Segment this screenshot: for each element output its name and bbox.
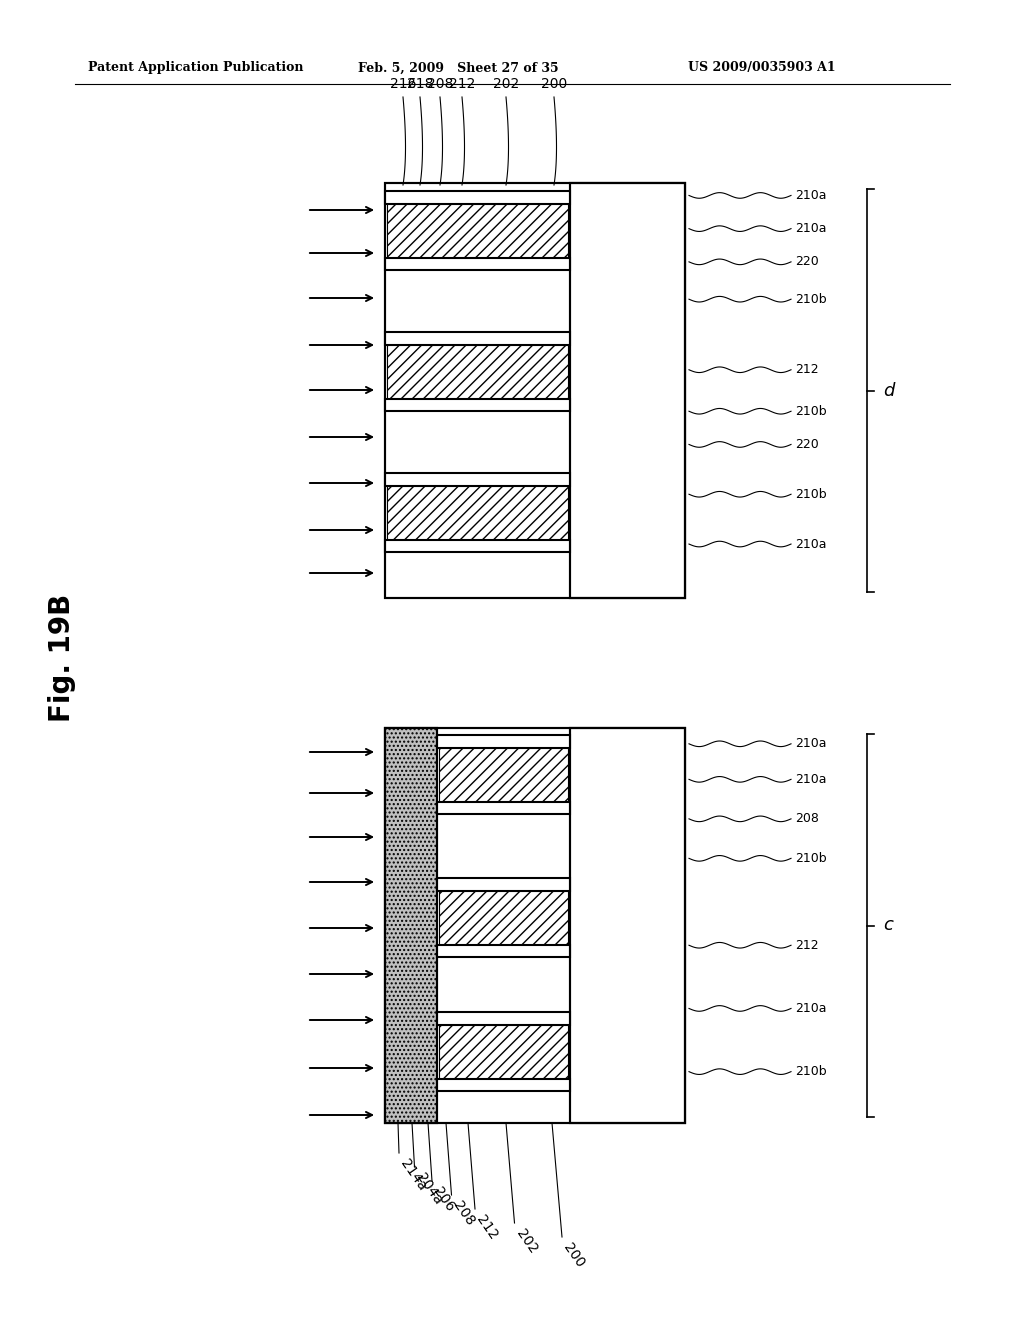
Bar [385,333,570,345]
Bar [385,473,570,486]
Text: Patent Application Publication: Patent Application Publication [88,62,303,74]
Text: 210b: 210b [795,488,826,500]
Bar [437,1012,570,1026]
Bar [385,729,437,1123]
Text: 202: 202 [513,1228,540,1257]
Text: 214a: 214a [398,1158,429,1193]
Text: 210b: 210b [795,851,826,865]
Text: US 2009/0035903 A1: US 2009/0035903 A1 [688,62,836,74]
Text: 200: 200 [541,77,567,91]
Bar [387,205,568,257]
Text: 208: 208 [795,812,819,825]
Text: 208: 208 [427,77,454,91]
Bar [385,191,570,205]
Text: 210a: 210a [795,537,826,550]
Text: 204a: 204a [414,1171,445,1208]
Text: 220: 220 [795,438,819,451]
Bar [387,345,568,399]
Bar [570,183,685,598]
Text: 212: 212 [474,1213,501,1242]
Bar [439,891,568,945]
Text: 216: 216 [390,77,416,91]
Text: c: c [883,916,893,935]
Bar [437,803,570,814]
Text: 208: 208 [451,1199,477,1229]
Text: 220: 220 [795,255,819,268]
Text: 210b: 210b [795,293,826,306]
Bar [385,183,685,598]
Text: 202: 202 [493,77,519,91]
Text: 210a: 210a [795,189,826,202]
Text: 210b: 210b [795,405,826,417]
Text: Fig. 19B: Fig. 19B [48,594,76,722]
Text: d: d [883,381,894,400]
Bar [439,1026,568,1078]
Bar [437,1078,570,1092]
Text: 210a: 210a [795,772,826,785]
Bar [439,748,568,803]
Text: 206: 206 [431,1185,458,1214]
Text: 210b: 210b [795,1065,826,1078]
Bar [437,878,570,891]
Bar [385,729,685,1123]
Text: 210a: 210a [795,738,826,750]
Bar [437,735,570,748]
Bar [385,257,570,271]
Bar [387,486,568,540]
Text: Feb. 5, 2009   Sheet 27 of 35: Feb. 5, 2009 Sheet 27 of 35 [358,62,559,74]
Bar [570,729,685,1123]
Text: 210a: 210a [795,222,826,235]
Bar [570,183,685,598]
Text: 200: 200 [561,1241,588,1271]
Bar [437,945,570,957]
Text: 218: 218 [407,77,433,91]
Text: 212: 212 [795,363,818,376]
Bar [385,399,570,411]
Bar [570,729,685,1123]
Text: 210a: 210a [795,1002,826,1015]
Bar [385,540,570,552]
Bar [385,729,437,1123]
Text: 212: 212 [795,939,818,952]
Bar [385,183,685,598]
Text: 212: 212 [449,77,475,91]
Bar [385,729,685,1123]
